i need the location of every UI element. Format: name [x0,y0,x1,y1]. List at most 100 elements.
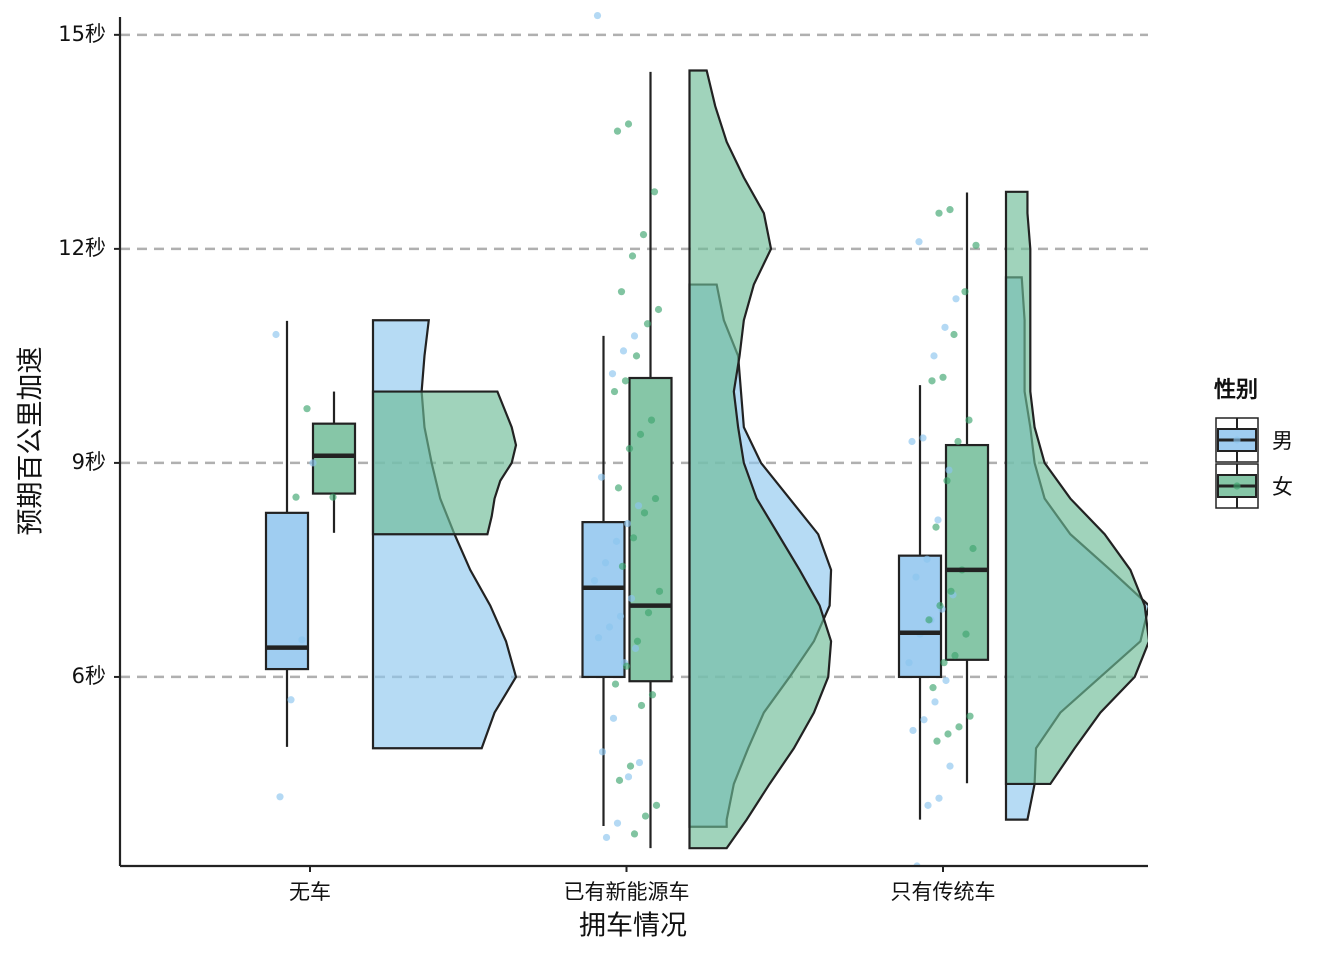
data-point [928,377,936,385]
data-point [287,696,295,704]
data-point [276,793,284,801]
data-point [629,534,638,542]
data-point [621,377,630,385]
data-point [923,555,931,563]
violin [371,390,518,536]
data-point [945,466,953,474]
data-point [618,562,627,570]
data-point [624,120,633,128]
data-point [615,776,624,784]
data-point [298,636,306,644]
x-tick-label: 已有新能源车 [564,880,690,904]
data-point [655,587,664,595]
data-point [935,794,943,802]
data-point [650,188,659,196]
x-tick-label: 只有传统车 [891,880,996,904]
data-point [609,714,618,722]
box [581,521,626,679]
violin [688,69,833,850]
data-point [946,206,954,214]
data-point [909,726,917,735]
data-point [625,445,634,453]
data-point [641,812,650,820]
data-point [612,537,621,545]
data-point [614,484,623,492]
data-point [605,623,614,631]
data-point [952,295,960,303]
y-tick-label: 6秒 [72,664,106,688]
data-point [272,330,280,339]
legend-key-point [1233,482,1241,490]
data-point [966,712,974,720]
data-point [602,833,611,842]
data-point [329,493,337,501]
data-point [639,231,648,239]
data-point [942,676,950,685]
data-point [933,737,941,745]
data-point [636,430,645,438]
data-point [961,288,969,296]
data-point [635,758,644,767]
y-tick-label: 15秒 [58,22,106,46]
data-point [593,11,602,20]
data-point [943,477,951,485]
data-point [925,616,933,624]
data-point [969,544,977,553]
box [311,422,357,495]
legend-label: 女 [1272,475,1293,499]
data-point [630,332,639,340]
data-point [594,634,603,642]
data-point [652,801,661,809]
violin [1004,190,1148,786]
data-point [940,659,948,667]
data-point [924,801,932,809]
box [944,443,990,661]
legend-title: 性别 [1214,378,1258,403]
y-tick-label: 9秒 [72,450,106,474]
data-point [951,651,959,660]
data-point [946,762,954,770]
data-point [972,241,980,249]
data-point [950,330,958,339]
data-point [617,288,626,296]
legend-label: 男 [1272,429,1293,453]
data-point [934,516,942,524]
x-tick-label: 无车 [289,880,331,904]
data-point [634,502,643,510]
data-point [633,637,642,645]
data-point [632,352,641,360]
data-point [654,305,663,314]
data-point [616,612,625,620]
data-point [292,493,300,501]
data-point [611,680,620,688]
data-point [941,323,949,331]
data-point [912,573,920,581]
data-point [590,577,599,585]
data-point [908,437,916,446]
data-point [931,698,939,706]
data-point [619,347,628,355]
data-point [947,587,955,595]
data-point [648,691,657,699]
data-point [651,494,660,503]
data-point [627,594,636,603]
y-axis-title: 预期百公里加速 [16,347,47,536]
data-point [644,609,653,617]
data-point [622,662,631,670]
data-point [640,509,649,517]
data-point [647,416,656,424]
data-point [628,252,637,260]
data-point [944,730,952,738]
data-point [610,387,619,396]
data-point [630,830,639,838]
data-point [598,748,607,756]
data-point [623,519,632,528]
data-point [920,716,928,724]
data-point [643,320,652,328]
data-point [631,644,640,652]
data-point [965,416,973,424]
data-point [936,601,944,610]
data-point [905,659,913,667]
data-point [915,238,923,246]
